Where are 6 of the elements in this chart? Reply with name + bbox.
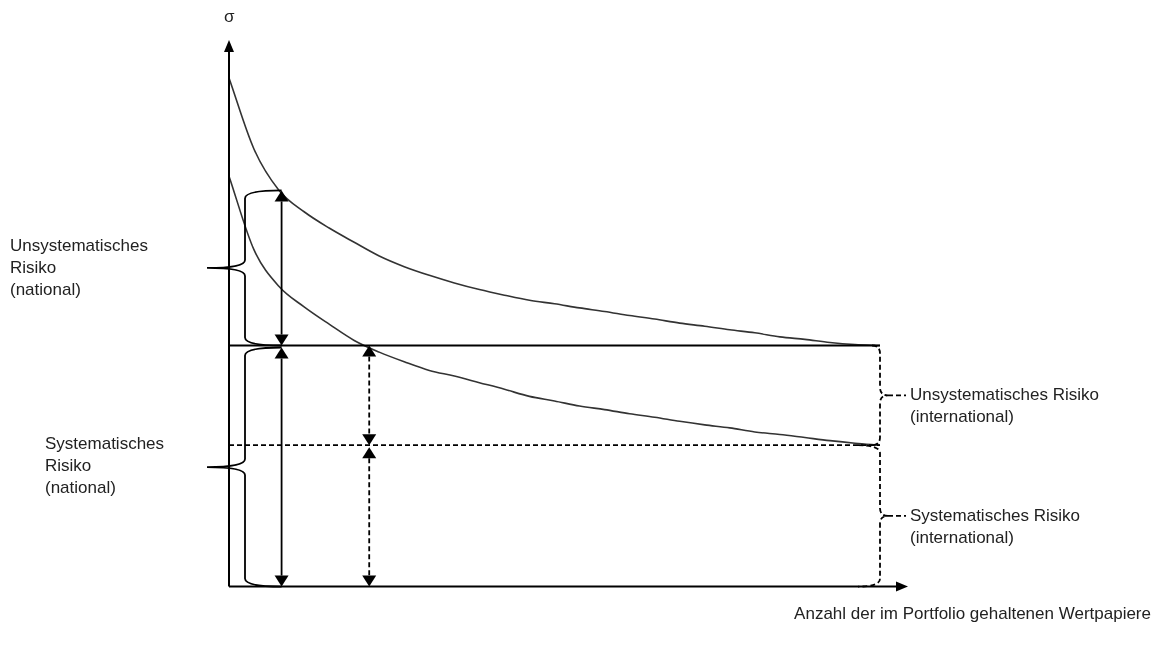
x-axis-title: Anzahl der im Portfolio gehaltenen Wertpapiere: [794, 602, 1151, 625]
text: Systematisches Risiko (national): [45, 433, 165, 500]
text: Systematisches Risiko (international): [910, 504, 1082, 549]
y-axis-title: σ: [224, 6, 235, 28]
text: Unsystematisches Risiko (international): [910, 384, 1100, 429]
text: Unsystematisches Risiko (national): [10, 234, 148, 301]
